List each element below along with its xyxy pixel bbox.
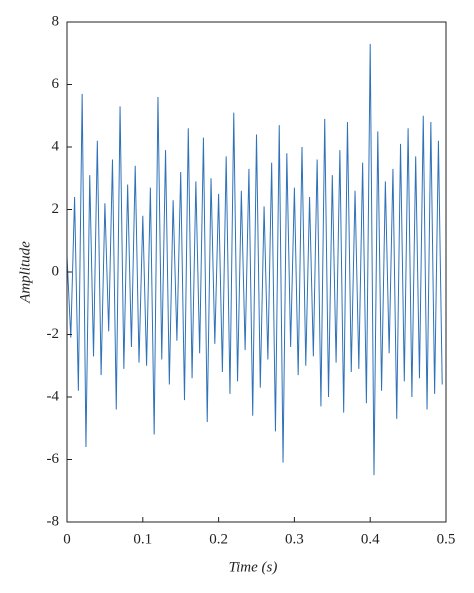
x-tick-label: 0.4 [361, 531, 380, 547]
x-tick-label: 0.3 [285, 531, 304, 547]
y-axis-label: Amplitude [17, 241, 33, 304]
x-tick-label: 0 [63, 531, 71, 547]
y-tick-label: -4 [47, 388, 60, 404]
y-tick-label: -2 [47, 326, 60, 342]
x-tick-label: 0.1 [133, 531, 152, 547]
x-tick-label: 0.2 [209, 531, 228, 547]
y-tick-label: 6 [52, 76, 60, 92]
signal-line [66, 43, 443, 476]
x-tick-label: 0.5 [437, 531, 456, 547]
plot-frame [66, 21, 447, 523]
y-tick-label: -6 [47, 451, 60, 467]
y-tick-label: -8 [47, 513, 60, 529]
y-tick-label: 4 [52, 138, 60, 154]
y-tick-label: 0 [52, 263, 60, 279]
x-axis-label: Time (s) [229, 559, 278, 575]
y-tick-label: 2 [52, 201, 60, 217]
y-tick-label: 8 [52, 13, 60, 29]
